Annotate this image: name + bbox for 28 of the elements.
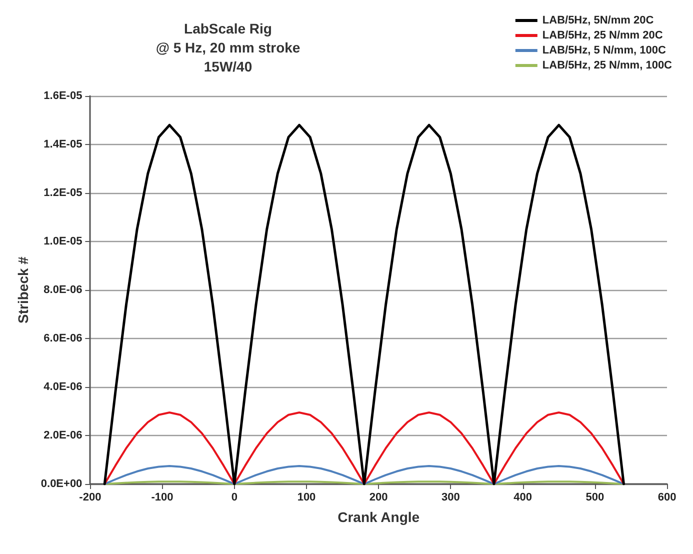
x-tick-label: 0 — [231, 492, 238, 504]
y-tick-label: 1.0E-05 — [44, 236, 82, 248]
y-tick-label: 0.0E+00 — [40, 478, 82, 490]
x-tick-label: 600 — [658, 492, 676, 504]
line-series — [103, 124, 625, 486]
x-tick-label: 200 — [369, 492, 388, 504]
line-series — [104, 465, 625, 485]
x-axis-title: Crank Angle — [338, 509, 420, 525]
x-tick-label: 100 — [297, 492, 316, 504]
legend-label: LAB/5Hz, 25 N/mm, 100C — [542, 60, 672, 72]
y-tick-label: 1.4E-05 — [44, 138, 82, 150]
legend-label: LAB/5Hz, 25 N/mm 20C — [542, 30, 663, 42]
y-tick-label: 4.0E-06 — [44, 381, 82, 393]
y-tick-label: 1.2E-05 — [44, 187, 82, 199]
x-tick-label: 300 — [442, 492, 460, 504]
legend-label: LAB/5Hz, 5N/mm 20C — [542, 14, 654, 26]
y-axis-title: Stribeck # — [15, 256, 31, 324]
x-tick-label: -100 — [151, 492, 174, 504]
line-series — [104, 411, 625, 485]
y-tick-label: 8.0E-06 — [44, 284, 82, 296]
x-tick-label: 500 — [586, 492, 604, 504]
legend-label: LAB/5Hz, 5 N/mm, 100C — [542, 44, 666, 56]
y-tick-label: 6.0E-06 — [44, 332, 82, 344]
chart-title: LabScale Rig @ 5 Hz, 20 mm stroke 15W/40 — [156, 20, 300, 74]
x-tick-label: -200 — [79, 492, 102, 504]
y-tick-label: 1.6E-05 — [44, 90, 82, 102]
y-tick-label: 2.0E-06 — [44, 430, 82, 442]
x-tick-label: 400 — [514, 492, 532, 504]
